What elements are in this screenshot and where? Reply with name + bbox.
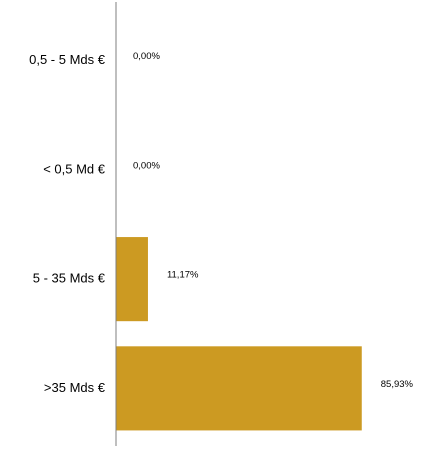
value-label-1: 0,00% [133,160,160,171]
value-label-0: 0,00% [133,51,160,62]
category-label-3: >35 Mds € [44,380,106,395]
category-label-1: < 0,5 Md € [43,161,106,176]
value-label-3: 85,93% [381,379,414,390]
bar-2 [116,237,148,322]
category-label-2: 5 - 35 Mds € [33,271,106,286]
value-label-2: 11,17% [167,270,199,281]
bar-3 [116,346,362,431]
category-label-0: 0,5 - 5 Mds € [29,52,106,67]
